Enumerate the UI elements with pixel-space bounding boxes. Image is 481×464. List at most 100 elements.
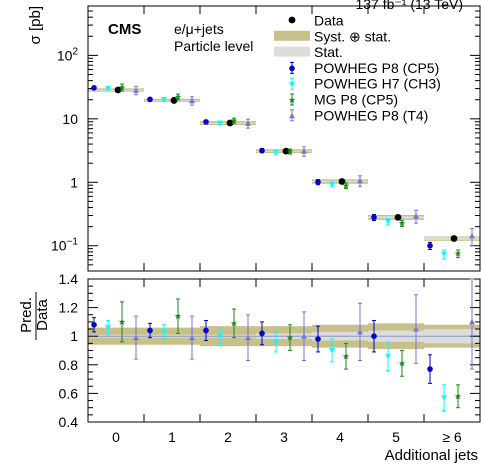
top-ylabel: σ [pb] — [27, 6, 44, 44]
cp5-ratio-point-bin-0 — [91, 321, 97, 328]
mg-point-bin-1 — [174, 93, 182, 100]
mg-ratio-point-bin-4 — [342, 353, 350, 360]
h7-ratio-point-bin-6 — [441, 395, 447, 401]
top-axis: 10−1 1 10 102 — [51, 5, 480, 272]
ratio-bands — [88, 323, 480, 350]
cp5-ratio-point-bin-1 — [147, 327, 153, 334]
mg-point-bin-5 — [398, 219, 406, 227]
mg-ratio-point-bin-0 — [118, 318, 126, 325]
cp5-ratio-point-bin-5 — [371, 333, 377, 340]
t4-ratio-point-bin-3 — [301, 333, 307, 339]
t4-point-bin-0 — [133, 87, 139, 93]
legend-label-cp5: POWHEG P8 (CP5) — [314, 60, 439, 76]
cp5-ratio-point-bin-2 — [203, 327, 209, 334]
top-frame — [87, 5, 481, 272]
h7-ratio-point-bin-4 — [329, 348, 335, 354]
t4-point-bin-5 — [413, 213, 419, 219]
mg-ratio-point-bin-3 — [286, 334, 294, 341]
mg-point-bin-6 — [454, 250, 462, 257]
cp5-point-bin-5 — [371, 214, 377, 221]
mg-point-bin-4 — [342, 182, 350, 189]
ratio-ytick-label-3: 1 — [70, 328, 78, 344]
data-point-bin-4 — [338, 178, 346, 185]
legend-swatch-h7 — [289, 81, 295, 88]
x-tick-label-5: 5 — [392, 429, 400, 445]
x-axis-label: Additional jets — [385, 447, 478, 464]
data-point-bin-5 — [394, 213, 402, 221]
mg-point-bin-2 — [230, 117, 238, 124]
t4-point-bin-3 — [301, 148, 307, 154]
t4-ratio-point-bin-4 — [357, 328, 363, 335]
cp5-point-bin-4 — [315, 179, 321, 185]
legend-label-data: Data — [314, 13, 344, 29]
mg-ratio-point-bin-5 — [398, 360, 406, 367]
cp5-ratio-point-bin-6 — [427, 366, 433, 372]
cp5-point-bin-2 — [203, 119, 209, 125]
h7-point-bin-3 — [273, 149, 279, 156]
level-label: Particle level — [174, 38, 253, 54]
data-point-bin-1 — [170, 97, 178, 104]
cp5-point-bin-0 — [91, 85, 97, 91]
cp5-point-bin-1 — [147, 96, 153, 103]
ratio-ytick-label-2: 0.8 — [59, 357, 79, 373]
h7-ratio-point-bin-1 — [161, 329, 167, 335]
legend-label-syst: Syst. ⊕ stat. — [314, 28, 391, 44]
t4-ratio-point-bin-5 — [413, 326, 419, 332]
top-ytick-label-0: 10−1 — [51, 237, 78, 254]
h7-point-bin-0 — [105, 85, 111, 92]
legend-swatch-stat — [274, 46, 310, 57]
top-panel: 10−1 1 10 102 σ [pb] CMS e/μ+jets Particle … — [27, 5, 481, 272]
t4-point-bin-1 — [189, 97, 195, 104]
x-tick-label-6: ≥ 6 — [442, 429, 462, 445]
t4-point-bin-6 — [469, 232, 475, 239]
x-tick-label-4: 4 — [336, 429, 344, 445]
cp5-ratio-point-bin-3 — [259, 330, 265, 337]
data-point-bin-2 — [226, 119, 234, 127]
ratio-axis: 0.4 0.6 0.8 1 1.2 1.4 — [59, 271, 480, 430]
h7-point-bin-5 — [385, 219, 391, 225]
ratio-panel: 0.4 0.6 0.8 1 1.2 1.4 Pred. Data — [18, 271, 481, 430]
mg-ratio-point-bin-6 — [454, 393, 462, 400]
x-tick-label-1: 1 — [168, 429, 176, 445]
t4-ratio-point-bin-2 — [245, 334, 251, 341]
mg-ratio-point-bin-2 — [230, 320, 238, 327]
ratio-ytick-label-5: 1.4 — [59, 271, 79, 287]
h7-ratio-point-bin-3 — [273, 339, 279, 345]
mg-point-bin-3 — [286, 148, 294, 155]
h7-point-bin-6 — [441, 251, 447, 258]
mg-point-bin-0 — [118, 84, 126, 91]
ratio-markers — [91, 278, 475, 412]
data-point-bin-0 — [114, 86, 122, 94]
ratio-ytick-label-4: 1.2 — [59, 300, 79, 316]
x-tick-label-0: 0 — [112, 429, 120, 445]
legend-label-h7: POWHEG H7 (CH3) — [314, 76, 441, 92]
legend-label-t4: POWHEG P8 (T4) — [314, 107, 428, 123]
legend-swatch-data — [288, 16, 296, 24]
t4-ratio-point-bin-1 — [189, 334, 195, 341]
ratio-frame — [87, 278, 481, 423]
legend-swatch-t4 — [289, 112, 295, 119]
h7-ratio-point-bin-2 — [217, 333, 223, 340]
legend-label-stat: Stat. — [314, 44, 343, 60]
top-ytick-label-3: 102 — [57, 46, 79, 63]
legend-swatch-mg — [288, 96, 296, 103]
t4-point-bin-2 — [245, 120, 251, 126]
top-markers — [91, 83, 475, 260]
legend-label-mg: MG P8 (CP5) — [314, 92, 398, 108]
x-tick-label-2: 2 — [224, 429, 232, 445]
mg-ratio-point-bin-1 — [174, 312, 182, 320]
experiment-label: CMS — [108, 21, 141, 38]
t4-ratio-point-bin-6 — [469, 318, 475, 325]
data-point-bin-3 — [282, 147, 290, 155]
legend-swatch-cp5 — [289, 65, 295, 72]
channel-label: e/μ+jets — [174, 21, 224, 37]
h7-point-bin-4 — [329, 181, 335, 188]
top-ytick-label-1: 1 — [70, 174, 78, 190]
ratio-ylabel-num: Pred. — [18, 297, 35, 333]
x-tick-label-3: 3 — [280, 429, 288, 445]
data-point-bin-6 — [450, 235, 458, 242]
top-ytick-label-2: 10 — [62, 111, 78, 127]
h7-point-bin-2 — [217, 120, 223, 126]
